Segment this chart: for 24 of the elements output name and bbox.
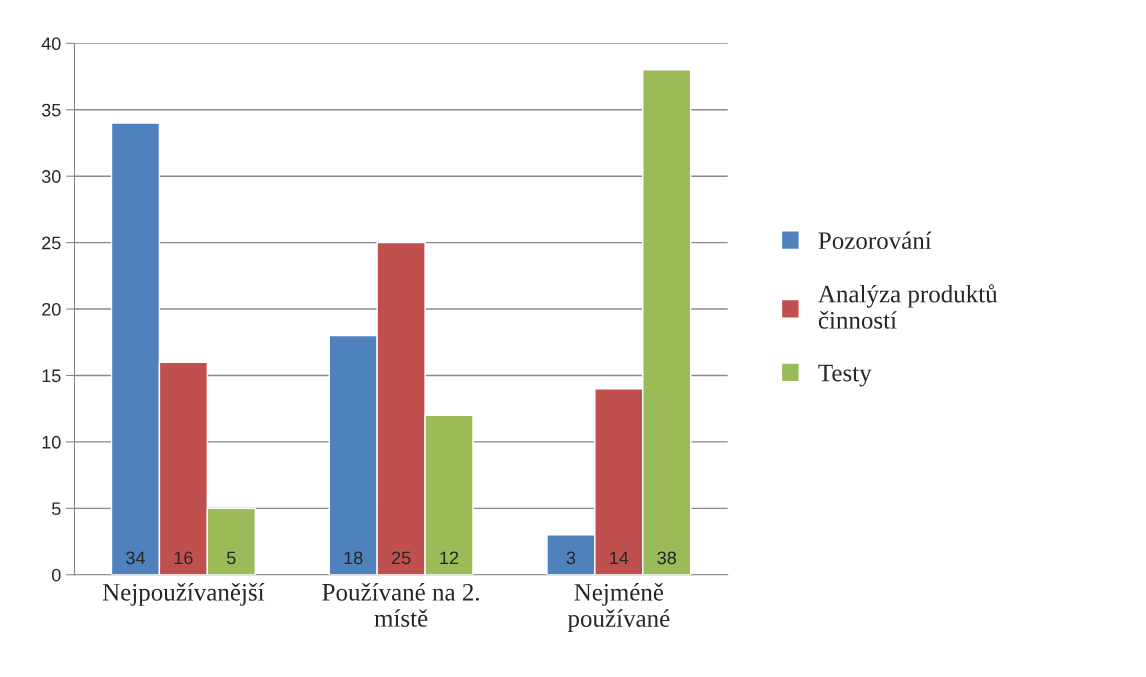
data-label: 5 bbox=[226, 551, 236, 565]
data-label: 3 bbox=[566, 551, 576, 565]
data-label: 16 bbox=[174, 551, 193, 565]
y-tick-label: 10 bbox=[42, 435, 61, 449]
y-tick-label: 40 bbox=[41, 37, 61, 51]
y-tick-label: 5 bbox=[51, 502, 61, 516]
data-label: 38 bbox=[657, 551, 676, 565]
data-label: 25 bbox=[391, 551, 411, 565]
y-tick-label: 0 bbox=[51, 568, 61, 582]
y-tick-label: 20 bbox=[42, 302, 61, 316]
data-label: 18 bbox=[344, 551, 363, 565]
data-label: 34 bbox=[126, 551, 145, 565]
data-label: 14 bbox=[610, 551, 629, 565]
y-tick-label: 30 bbox=[41, 170, 61, 183]
x-tick-label: Nejpoužívanější bbox=[102, 583, 265, 606]
y-tick-label: 15 bbox=[42, 369, 61, 383]
x-tick-label: Používané na 2. místě bbox=[322, 583, 479, 627]
legend-label: Pozorování bbox=[818, 231, 932, 250]
y-tick-label: 25 bbox=[42, 236, 61, 250]
data-label: 12 bbox=[440, 551, 459, 565]
legend-label: Analýza produktů činností bbox=[818, 284, 998, 329]
y-tick-label: 35 bbox=[41, 103, 61, 117]
legend-label: Testy bbox=[818, 364, 872, 387]
x-tick-label: Nejméně používané bbox=[567, 583, 670, 633]
